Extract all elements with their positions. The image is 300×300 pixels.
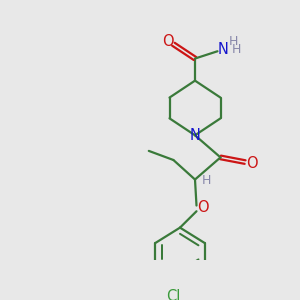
Text: H: H [202,174,211,187]
Text: H: H [231,43,241,56]
Text: O: O [162,34,174,49]
Text: Cl: Cl [166,289,181,300]
Text: O: O [197,200,209,215]
Text: H: H [228,35,238,48]
Text: N: N [218,42,228,57]
Text: O: O [246,156,257,171]
Text: N: N [190,128,200,143]
